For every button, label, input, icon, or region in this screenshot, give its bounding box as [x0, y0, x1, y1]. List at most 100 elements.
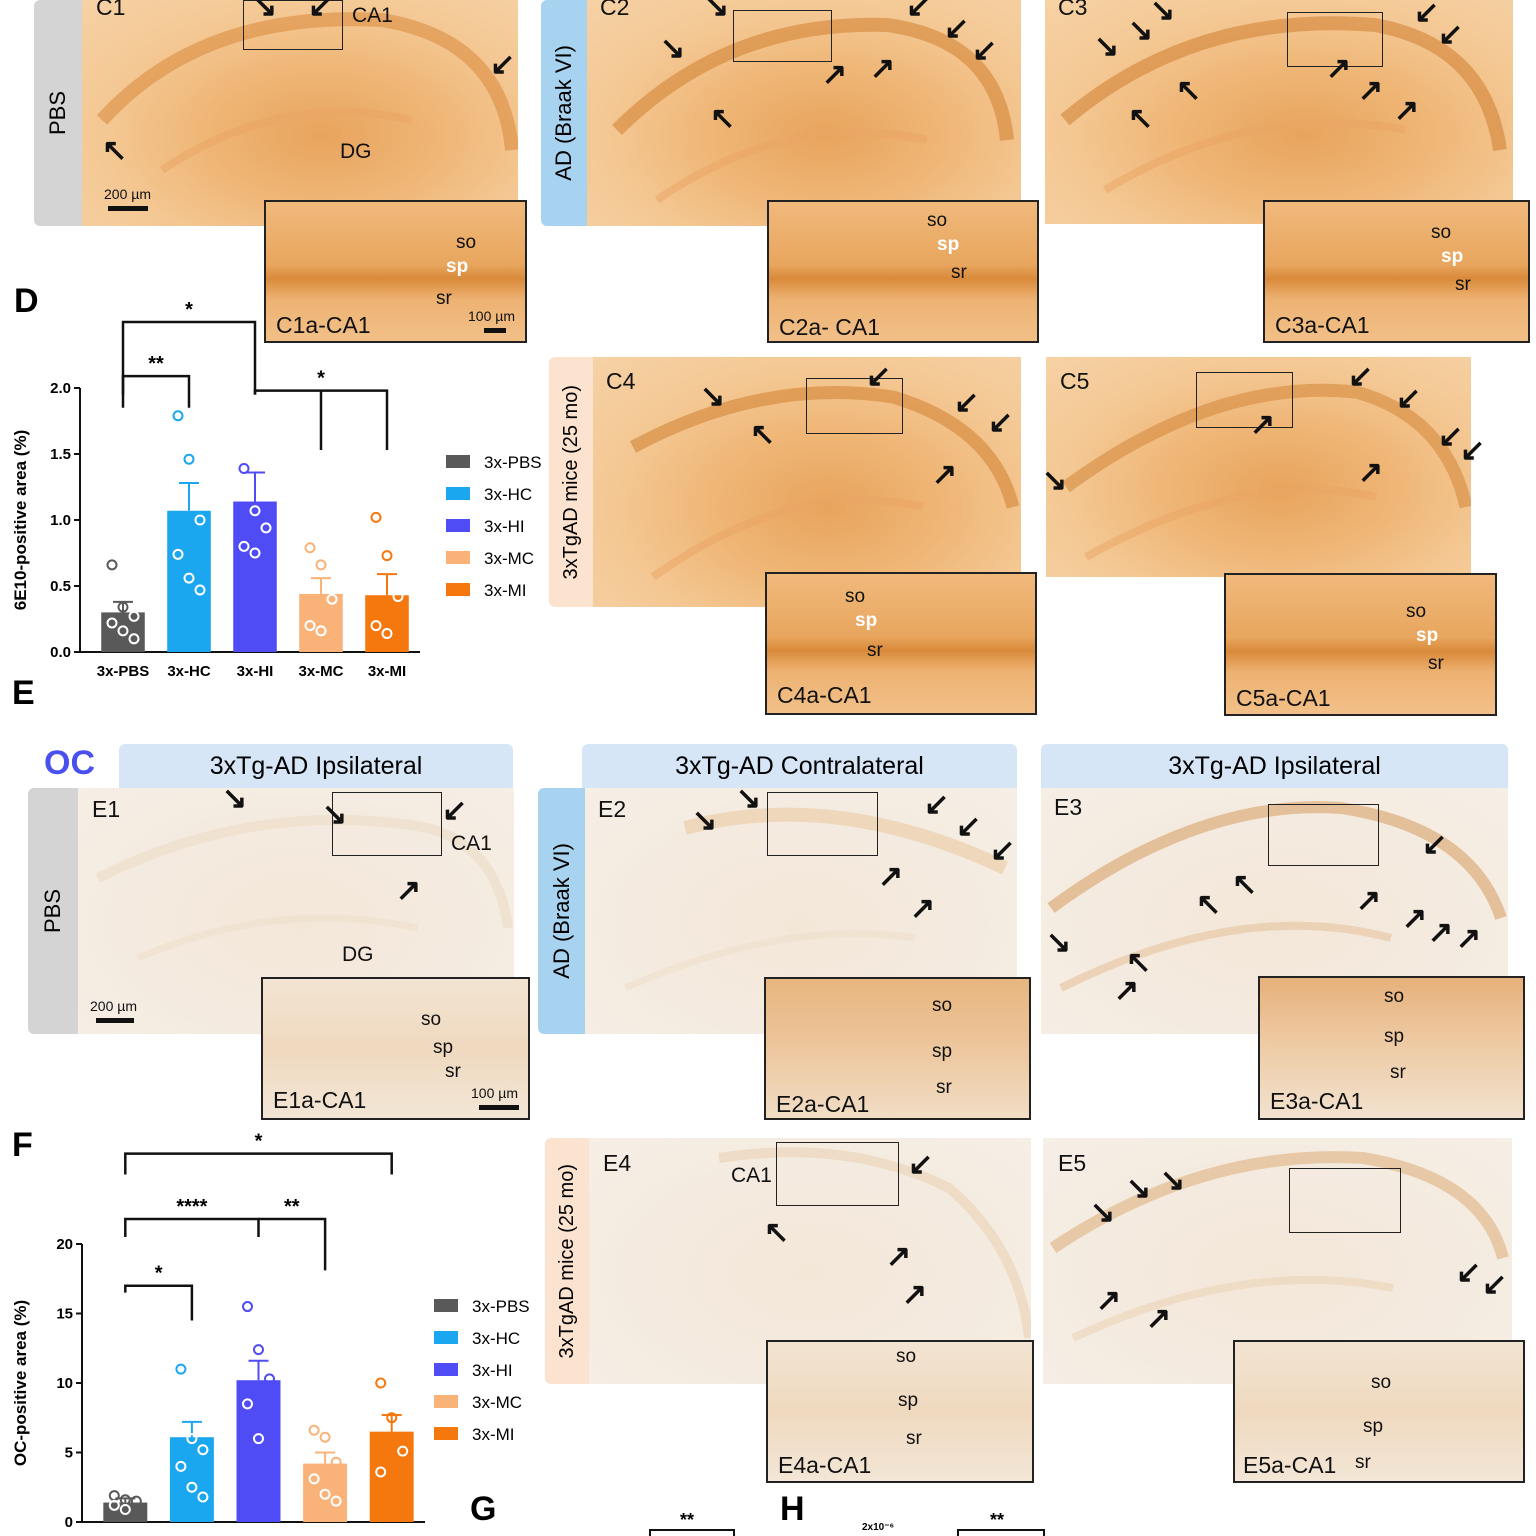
inset-label-c2a: C2a- CA1 [779, 314, 880, 340]
data-point [264, 1373, 275, 1385]
x-tick-label: 3x-MC [303, 1533, 348, 1536]
legend-swatch [434, 1427, 458, 1440]
arrow-icon: ↘ [1090, 1196, 1116, 1229]
layer-so: so [1431, 222, 1452, 243]
row-label-ad-e: AD (Braak VI) [538, 788, 585, 1034]
row-label-pbs-e: PBS [28, 788, 78, 1034]
inset-box-c1 [243, 0, 343, 50]
data-point [238, 540, 250, 552]
region-ca1-e4: CA1 [731, 1164, 772, 1187]
inset-box-e3 [1268, 804, 1379, 866]
layer-sr: sr [445, 1061, 461, 1082]
layer-sr: sr [1355, 1452, 1371, 1473]
arrow-icon: ↗ [932, 458, 958, 491]
sig-g: ** [680, 1510, 695, 1530]
arrow-icon: ↙ [1482, 1268, 1508, 1301]
data-point [326, 593, 338, 605]
region-dg-e1: DG [342, 943, 374, 966]
y-tick-label: 1.0 [50, 512, 71, 529]
header-e1: 3xTg-AD Ipsilateral [119, 744, 513, 788]
panel-letter-d: D [14, 282, 39, 320]
layer-so: so [1384, 986, 1405, 1007]
data-point [197, 1491, 209, 1503]
data-point [304, 620, 316, 632]
data-point [386, 1412, 398, 1424]
data-point [242, 1398, 253, 1410]
legend-swatch [434, 1395, 458, 1408]
arrow-icon: ↙ [956, 810, 982, 843]
data-point [106, 559, 118, 571]
arrow-icon: ↙ [1438, 18, 1464, 51]
scale-label-e1: 200 µm [90, 998, 137, 1014]
data-point [238, 463, 250, 475]
inset-c5a: so sp sr C5a-CA1 [1224, 573, 1497, 716]
data-point [381, 628, 393, 640]
data-point [108, 1499, 120, 1511]
data-point [175, 1460, 187, 1472]
layer-so: so [1406, 601, 1427, 622]
data-point [375, 1377, 387, 1389]
arrow-icon: ↘ [1126, 1172, 1152, 1205]
inset-label-c5a: C5a-CA1 [1236, 685, 1331, 711]
arrow-icon: ↘ [322, 798, 348, 831]
inset-box-e1 [332, 792, 442, 856]
data-point [194, 584, 206, 596]
layer-sp: sp [898, 1390, 919, 1411]
y-tick-label: 0.5 [50, 578, 71, 595]
layer-sp: sp [855, 610, 878, 631]
legend-label: 3x-HC [484, 485, 532, 504]
arrow-icon: ↗ [878, 860, 904, 893]
significance-bracket [124, 1217, 260, 1238]
arrow-icon: ↗ [1428, 916, 1454, 949]
inset-label-e1a: E1a-CA1 [273, 1087, 367, 1113]
arrow-icon: ↙ [866, 360, 892, 393]
significance-bracket [124, 1152, 393, 1175]
scale-label-c1a: 100 µm [468, 308, 515, 324]
label-e4: E4 [603, 1150, 632, 1176]
data-point [370, 511, 382, 523]
layer-so: so [927, 210, 948, 231]
arrow-icon: ↙ [972, 34, 998, 67]
arrow-icon: ↗ [1250, 408, 1276, 441]
arrow-icon: ↘ [700, 380, 726, 413]
legend-swatch [434, 1331, 458, 1344]
legend-label: 3x-MC [484, 549, 534, 568]
data-point [304, 542, 316, 554]
layer-so: so [845, 586, 866, 607]
significance-bracket [124, 1284, 194, 1321]
layer-so: so [896, 1346, 917, 1367]
inset-box-e4 [776, 1142, 899, 1206]
x-tick-label: 3x-MI [368, 663, 406, 680]
inset-label-e3a: E3a-CA1 [1270, 1088, 1364, 1114]
row-label-mice-c: 3xTgAD mice (25 mo) [549, 357, 593, 607]
sig-h: ** [990, 1510, 1005, 1530]
legend-swatch [446, 455, 470, 468]
x-tick-label: 3x-HC [167, 663, 211, 680]
legend-swatch [446, 583, 470, 596]
arrow-icon: ↙ [1422, 828, 1448, 861]
data-point [392, 591, 404, 603]
x-tick-label: 3x-MI [373, 1533, 411, 1536]
micrograph-c1 [82, 0, 518, 226]
arrow-icon: ↙ [908, 1148, 934, 1181]
scale-label-e1a: 100 µm [471, 1085, 518, 1101]
arrow-icon: ↙ [1396, 382, 1422, 415]
hippocampus-shape [612, 17, 1014, 204]
hippocampus-shape [95, 814, 513, 962]
arrow-icon: ↙ [906, 0, 932, 23]
arrow-icon: ↗ [1358, 74, 1384, 107]
data-point [381, 550, 393, 562]
inset-box-e2 [767, 792, 878, 856]
arrow-icon: ↖ [1176, 74, 1202, 107]
significance-label: * [155, 1263, 163, 1285]
data-point [249, 505, 261, 517]
data-point [172, 410, 184, 422]
arrow-icon: ↗ [1394, 94, 1420, 127]
data-point [117, 625, 129, 637]
arrow-icon: ↗ [396, 874, 422, 907]
data-point [397, 1445, 409, 1457]
layer-sp: sp [1363, 1416, 1384, 1437]
legend-swatch [446, 519, 470, 532]
inset-label-c3a: C3a-CA1 [1275, 312, 1370, 338]
inset-box-c5 [1196, 372, 1293, 428]
